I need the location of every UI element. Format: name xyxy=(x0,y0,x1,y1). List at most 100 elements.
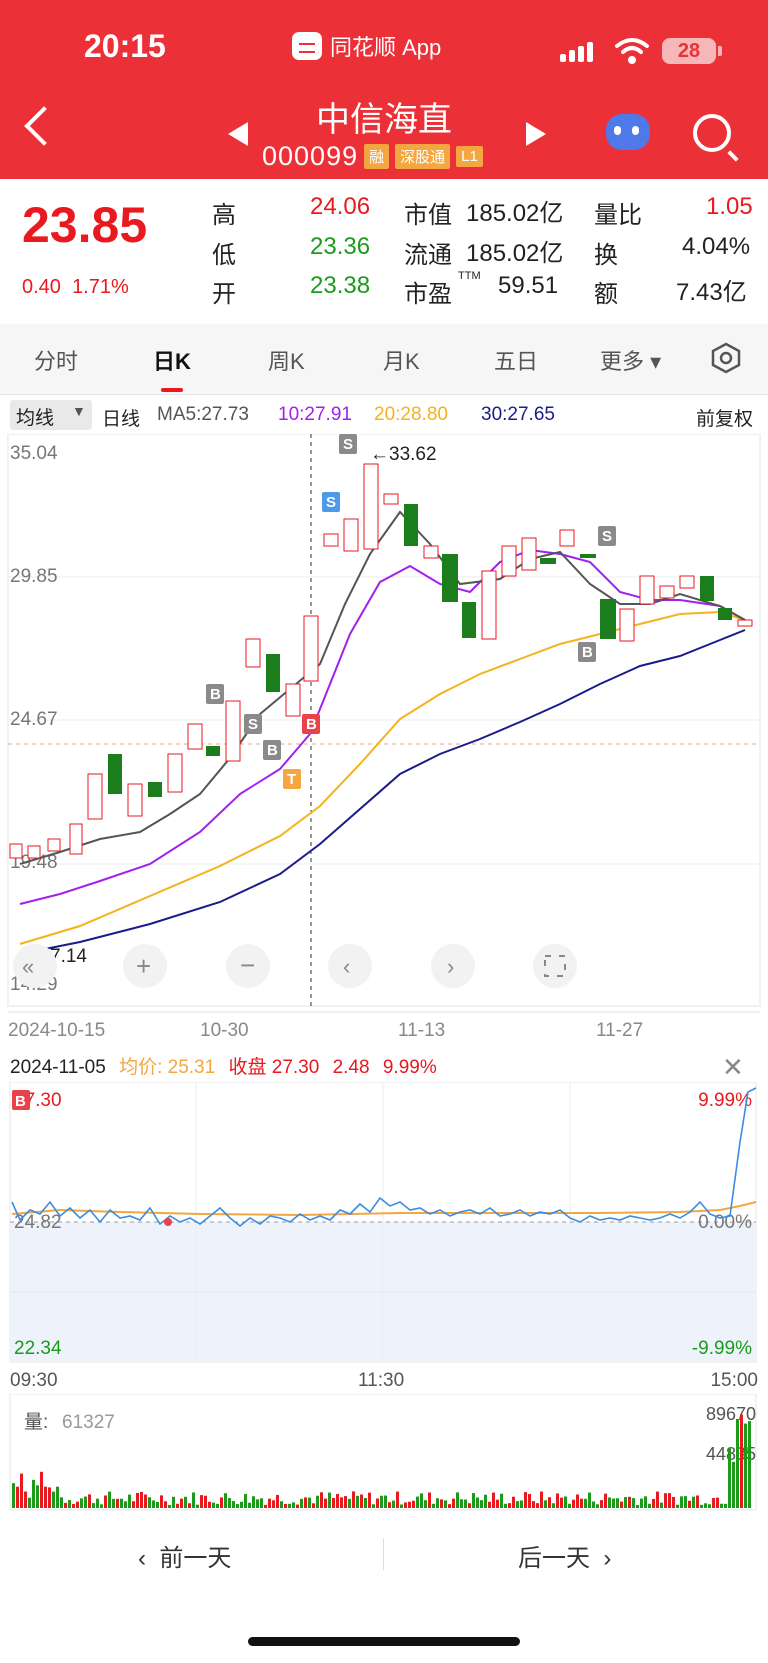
stock-code: 000099 xyxy=(262,141,359,171)
search-icon[interactable] xyxy=(693,114,731,152)
chart-controls: « + − ‹ › xyxy=(13,944,577,988)
low-marker: 7.14 xyxy=(50,946,87,967)
volume-bar xyxy=(236,1504,239,1508)
volume-ratio-label: 量比 xyxy=(594,202,642,229)
stock-name: 中信海直 xyxy=(316,101,452,139)
next-day-button[interactable]: 后一天 › xyxy=(518,1545,612,1572)
volume-bar xyxy=(516,1501,519,1508)
high-marker: ←33.62 xyxy=(370,444,437,465)
ma20-line xyxy=(19,610,746,945)
svg-text:S: S xyxy=(248,716,258,733)
trade-markers: B S B B T S S S B xyxy=(206,434,616,789)
ai-robot-icon[interactable] xyxy=(606,114,650,150)
volume-bar xyxy=(680,1496,683,1508)
volume-bar xyxy=(708,1504,711,1508)
volume-bar xyxy=(416,1496,419,1508)
volume-bar xyxy=(160,1495,163,1508)
volume-bar xyxy=(200,1495,203,1508)
volume-bar xyxy=(140,1492,143,1508)
volume-bar xyxy=(632,1498,635,1508)
volume-bar xyxy=(528,1493,531,1508)
svg-text:«: « xyxy=(22,954,34,979)
intraday-chart[interactable]: 27.30 24.82 22.34 9.99% 0.00% -9.99% B 0… xyxy=(0,1082,768,1432)
volume-bar xyxy=(276,1494,279,1508)
volume-bar xyxy=(432,1503,435,1508)
pe-label: 市盈 xyxy=(404,281,452,308)
open-label: 开 xyxy=(212,281,236,308)
volume-bar xyxy=(556,1493,559,1508)
volume-bar xyxy=(44,1486,47,1508)
time-mid: 11:30 xyxy=(358,1370,404,1391)
volume-bar xyxy=(668,1493,671,1508)
volume-bar xyxy=(548,1497,551,1508)
volume-bar xyxy=(456,1492,459,1508)
volume-bar xyxy=(264,1504,267,1508)
price-adjust-button[interactable]: 前复权 xyxy=(696,409,754,430)
volume-bar xyxy=(188,1503,191,1508)
volume-bar xyxy=(72,1503,75,1508)
volume-bar xyxy=(136,1492,139,1508)
volume-max: 89670 xyxy=(706,1404,756,1424)
volume-bar xyxy=(92,1503,95,1508)
tab-more[interactable]: 更多 ▾ xyxy=(600,349,662,374)
battery-icon: 28 xyxy=(662,38,722,64)
volume-bar xyxy=(80,1498,83,1508)
volume-bar xyxy=(248,1502,251,1508)
svg-text:B: B xyxy=(210,686,221,703)
volume-bars xyxy=(12,1414,751,1508)
volume-bar xyxy=(192,1492,195,1508)
volume-bar xyxy=(608,1497,611,1508)
svg-text:+: + xyxy=(136,951,151,981)
volume-bar xyxy=(220,1497,223,1508)
next-stock-icon[interactable] xyxy=(526,122,546,146)
tab-monthly-k[interactable]: 月K xyxy=(383,349,420,374)
svg-text:−: − xyxy=(240,950,255,980)
kline-chart[interactable]: 35.04 29.85 24.67 19.48 14.29 ←33.62 7.1… xyxy=(0,434,768,1046)
volume-bar xyxy=(104,1495,107,1508)
indicator-dropdown[interactable]: 均线 ▼ xyxy=(10,400,92,430)
close-icon[interactable]: ✕ xyxy=(722,1052,744,1082)
tab-daily-k[interactable]: 日K xyxy=(153,349,191,374)
amount-value: 7.43亿 xyxy=(676,279,747,306)
volume-bar xyxy=(68,1500,71,1508)
volume-bar xyxy=(672,1497,675,1508)
volume-bar xyxy=(352,1491,355,1508)
volume-bar xyxy=(420,1493,423,1508)
prev-stock-icon[interactable] xyxy=(228,122,248,146)
volume-bar xyxy=(492,1492,495,1508)
tab-five-day[interactable]: 五日 xyxy=(494,349,539,374)
candlesticks xyxy=(9,463,753,859)
volume-bar xyxy=(12,1483,15,1508)
volume-bar xyxy=(664,1493,667,1508)
volume-bar xyxy=(476,1497,479,1508)
volume-bar xyxy=(216,1503,219,1508)
volume-bar xyxy=(144,1494,147,1508)
volume-chart: 量: 61327 89670 44835 xyxy=(9,1394,757,1511)
volume-bar xyxy=(172,1496,175,1508)
volume-bar xyxy=(660,1502,663,1508)
tab-intraday[interactable]: 分时 xyxy=(34,349,79,374)
volume-bar xyxy=(280,1501,283,1508)
intraday-y-bot: 22.34 xyxy=(14,1338,62,1359)
pe-ttm-sup: TTM xyxy=(458,270,481,282)
ma5-label: MA5:27.73 xyxy=(157,404,249,425)
volume-bar xyxy=(312,1503,315,1508)
turnover-label: 换 xyxy=(594,242,618,269)
app-switcher[interactable]: 同花顺 App xyxy=(292,30,441,62)
volume-bar xyxy=(52,1491,55,1508)
ma30-label: 30:27.65 xyxy=(481,404,555,425)
tab-weekly-k[interactable]: 周K xyxy=(268,349,305,374)
settings-hexagon-icon[interactable] xyxy=(710,342,742,374)
volume-bar xyxy=(340,1497,343,1508)
volume-bar xyxy=(728,1448,731,1508)
volume-bar xyxy=(652,1498,655,1508)
prev-day-button[interactable]: ‹ 前一天 xyxy=(138,1545,232,1572)
volume-bar xyxy=(696,1495,699,1508)
volume-bar xyxy=(480,1500,483,1508)
y-label-3: 24.67 xyxy=(10,709,58,730)
intraday-info-row: 2024-11-05 均价: 25.31 收盘 27.30 2.48 9.99% xyxy=(10,1057,437,1078)
volume-bar xyxy=(100,1504,103,1508)
pe-value: 59.51 xyxy=(498,272,559,299)
volume-bar xyxy=(84,1496,87,1508)
volume-bar xyxy=(588,1492,591,1508)
